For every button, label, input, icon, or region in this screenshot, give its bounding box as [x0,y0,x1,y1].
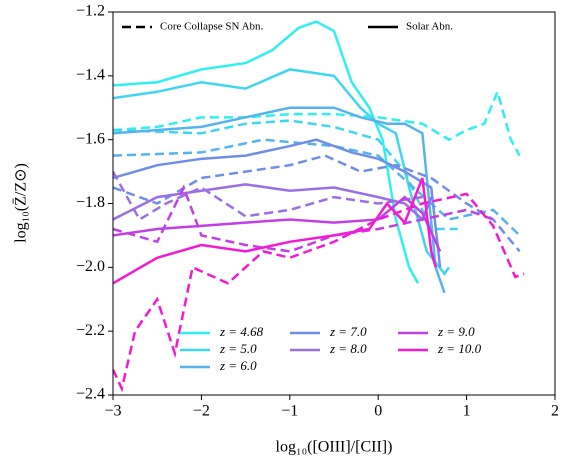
legend-label: z = 6.0 [219,358,257,373]
legend-label: Core Collapse SN Abn. [160,21,264,33]
y-axis-label: log₁₀(Z̄/Z⊙) [13,163,30,243]
line [113,184,494,253]
line [113,177,437,285]
x-tick-label: 0 [374,403,382,420]
legend-label: z = 7.0 [329,324,367,339]
legend-label: z = 4.68 [219,324,264,339]
legend-label: Solar Abn. [406,21,453,33]
line [113,68,450,276]
x-tick-label: 1 [463,403,471,420]
y-tick-label: −2.0 [76,258,105,275]
line [113,119,458,231]
y-tick-label: −1.2 [76,3,105,20]
x-tick-label: 2 [551,403,559,420]
y-tick-label: −2.4 [76,386,105,403]
x-tick-label: −1 [281,403,298,420]
y-tick-label: −2.2 [76,322,105,339]
y-tick-label: −1.6 [76,130,105,147]
x-tick-label: −3 [104,403,121,420]
line [113,195,442,252]
y-tick-label: −1.8 [76,194,105,211]
plot-frame [112,11,556,396]
line [113,154,521,253]
legend-label: z = 8.0 [329,341,367,356]
line [113,106,446,294]
legend-label: z = 5.0 [219,341,257,356]
legend-label: z = 10.0 [437,341,482,356]
line [113,138,442,268]
y-tick-label: −1.4 [76,67,105,84]
x-tick-label: −2 [193,403,210,420]
legend-label: z = 9.0 [437,324,475,339]
x-axis-label: log₁₀([OIII]/[CII]) [276,439,393,456]
line [113,192,525,393]
line [113,87,521,157]
line [113,170,423,222]
